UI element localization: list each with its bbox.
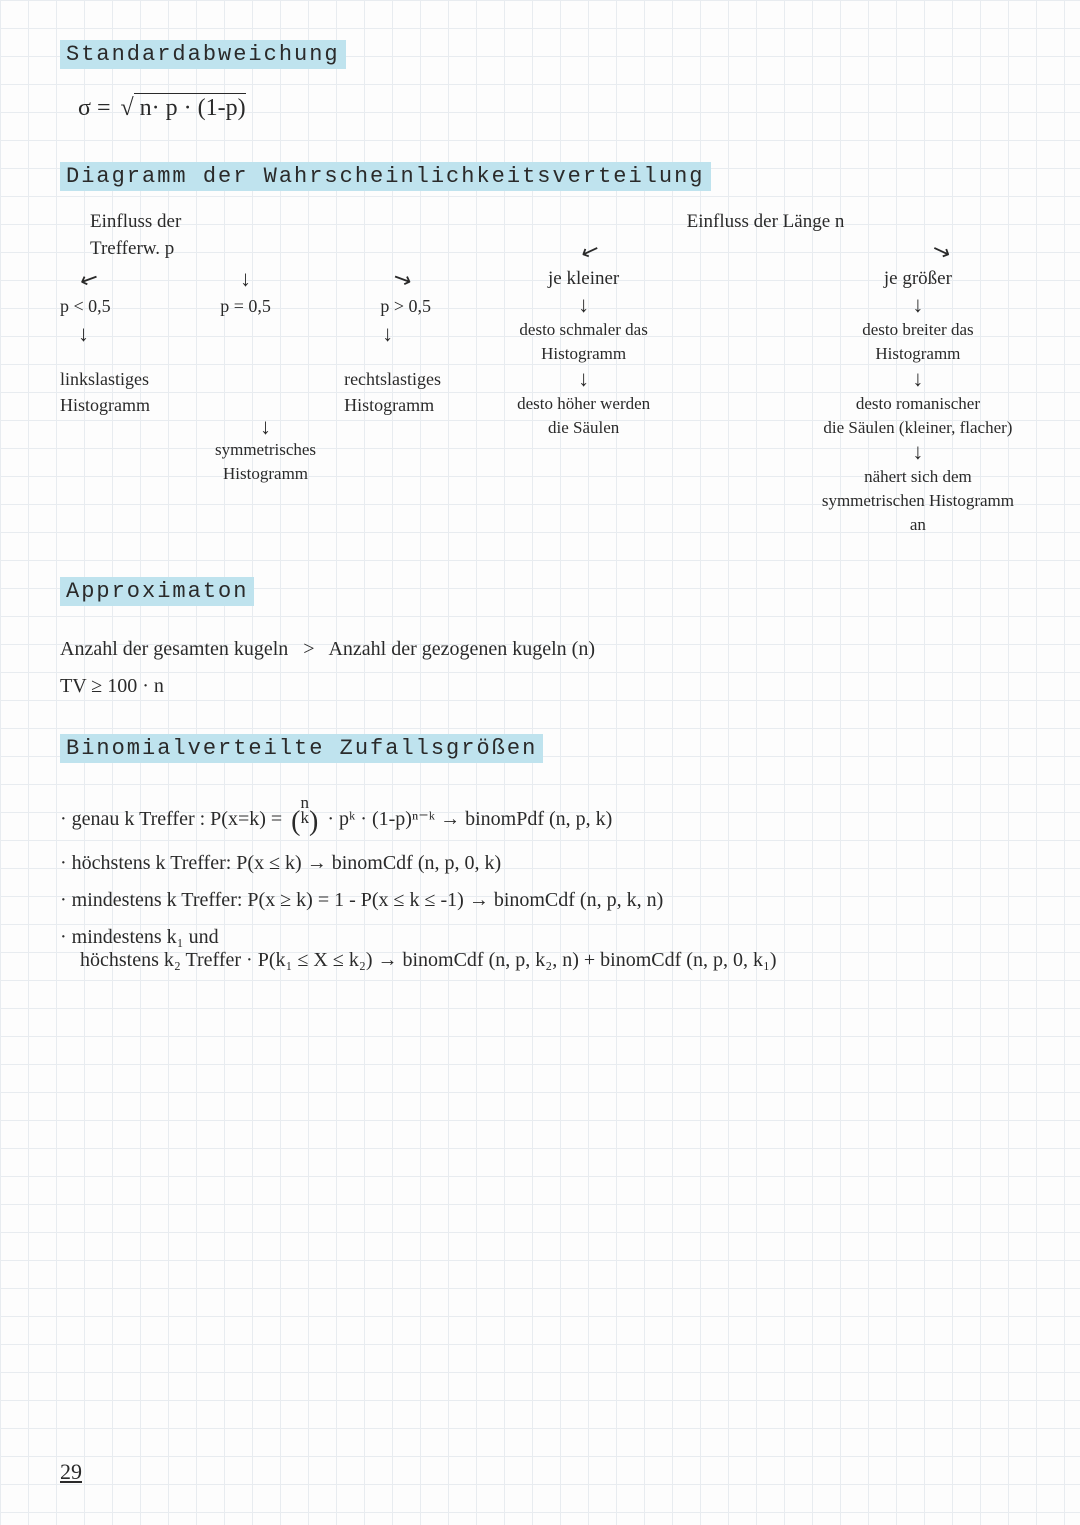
- tree-left-root: Einfluss der Trefferw. p: [90, 209, 471, 262]
- text: desto romanischer die Säulen (kleiner, f…: [822, 392, 1014, 440]
- bullet-icon: [60, 808, 72, 830]
- binom-row-4: mindestens k₁ und höchstens k₂ Treffer ·…: [60, 926, 1020, 972]
- binom-row-3: mindestens k Treffer: P(x ≥ k) = 1 - P(x…: [60, 889, 1020, 912]
- arrow-icon: ↙: [578, 237, 603, 264]
- tree-right-root: Einfluss der Länge n: [511, 209, 1020, 236]
- text: Anzahl der gezogenen kugeln (n): [328, 638, 595, 660]
- section-approximation: Approximaton Anzahl der gesamten kugeln …: [60, 577, 1020, 698]
- text: Histogramm: [541, 344, 626, 363]
- gt-symbol: >: [303, 638, 314, 660]
- text: linkslastiges: [60, 369, 149, 389]
- text: Anzahl der gesamten kugeln: [60, 638, 288, 660]
- text: genau k Treffer : P(x=k) =: [72, 808, 288, 830]
- arrow-icon: ↓: [78, 323, 89, 363]
- text: mindestens k₁ und: [72, 926, 219, 948]
- section-diagramm: Diagramm der Wahrscheinlichkeitsverteilu…: [60, 162, 1020, 541]
- branch-p-eq: p = 0,5: [220, 294, 271, 319]
- arrow-row: ↙ ↓ ↘: [60, 268, 471, 290]
- text: desto breiter das Histogramm: [822, 318, 1014, 366]
- text: nähert sich dem: [864, 467, 972, 486]
- text: desto breiter das: [862, 320, 973, 339]
- bullet-icon: [60, 926, 72, 948]
- text: je kleiner: [517, 266, 650, 293]
- branch-p-lt: p < 0,5: [60, 294, 111, 319]
- text: die Säulen (kleiner, flacher): [823, 418, 1012, 437]
- text: rechtslastiges: [344, 369, 441, 389]
- branch-row: je kleiner ↓ desto schmaler das Histogra…: [511, 266, 1020, 537]
- heading-standardabweichung: Standardabweichung: [60, 40, 346, 69]
- text: nähert sich dem symmetrischen Histogramm…: [822, 465, 1014, 536]
- chain-groesser: je größer ↓ desto breiter das Histogramm…: [822, 266, 1014, 537]
- text: mindestens k Treffer: P(x ≥ k) = 1 - P(x…: [72, 889, 664, 911]
- binom-coeff: nk: [287, 795, 322, 839]
- arrow-icon: ↓: [240, 268, 251, 290]
- text: höchstens k Treffer: P(x ≤ k) → binomCdf…: [72, 852, 501, 874]
- text: symmetrisches: [215, 440, 316, 459]
- arrow-icon: ↓: [60, 416, 471, 438]
- leaf-rechts: rechtslastiges Histogramm: [344, 367, 441, 417]
- arrow-icon: ↘: [389, 265, 415, 293]
- branch-labels: p < 0,5 p = 0,5 p > 0,5: [60, 294, 471, 319]
- text: symmetrischen Histogramm: [822, 491, 1014, 510]
- text: die Säulen: [548, 418, 619, 437]
- leaf-links: linkslastiges Histogramm: [60, 367, 150, 417]
- section-standardabweichung: Standardabweichung σ = √ n· p · (1-p): [60, 40, 1020, 122]
- arrow-row: ↓ ↓: [60, 323, 471, 363]
- arrow-icon: ↓: [822, 368, 1014, 390]
- text: je größer: [822, 266, 1014, 293]
- text: desto schmaler das: [519, 320, 647, 339]
- approx-line2: TV ≥ 100 · n: [60, 675, 1020, 698]
- text: desto romanischer: [856, 394, 980, 413]
- bullet-icon: [60, 852, 72, 874]
- text: Histogramm: [60, 395, 150, 415]
- sqrt: √ n· p · (1-p): [116, 95, 245, 122]
- text: Trefferw. p: [90, 238, 174, 259]
- text: höchstens k₂ Treffer · P(k₁ ≤ X ≤ k₂) → …: [80, 949, 777, 971]
- binom-row-2: höchstens k Treffer: P(x ≤ k) → binomCdf…: [60, 852, 1020, 875]
- arrow-icon: ↙: [76, 265, 102, 293]
- tree-right: Einfluss der Länge n ↙ ↘ je kleiner ↓ de…: [511, 209, 1020, 541]
- section-binomial: Binomialverteilte Zufallsgrößen genau k …: [60, 734, 1020, 973]
- page-number: 29: [60, 1459, 82, 1485]
- leaf-row: linkslastiges Histogramm rechtslastiges …: [60, 367, 471, 417]
- arrow-icon: ↓: [822, 294, 1014, 316]
- binom-row-1: genau k Treffer : P(x=k) = nk · pᵏ · (1-…: [60, 795, 1020, 839]
- leaf-sym: symmetrisches Histogramm: [60, 438, 471, 486]
- chain-kleiner: je kleiner ↓ desto schmaler das Histogra…: [517, 266, 650, 537]
- arrow-icon: ↘: [928, 237, 953, 264]
- text: an: [910, 515, 926, 534]
- text: · pᵏ · (1-p)ⁿ⁻ᵏ → binomPdf (n, p, k): [327, 808, 612, 830]
- bullet-icon: [60, 889, 72, 911]
- tree-left: Einfluss der Trefferw. p ↙ ↓ ↘ p < 0,5 p…: [60, 209, 471, 541]
- text: k: [301, 808, 310, 827]
- arrow-icon: ↓: [822, 441, 1014, 463]
- tree-area: Einfluss der Trefferw. p ↙ ↓ ↘ p < 0,5 p…: [60, 209, 1020, 541]
- text: desto schmaler das Histogramm: [517, 318, 650, 366]
- heading-diagramm: Diagramm der Wahrscheinlichkeitsverteilu…: [60, 162, 711, 191]
- text: Histogramm: [223, 464, 308, 483]
- formula-sigma: σ = √ n· p · (1-p): [78, 95, 1020, 122]
- text: Histogramm: [344, 395, 434, 415]
- text: Einfluss der: [90, 211, 181, 232]
- arrow-icon: ↓: [517, 294, 650, 316]
- approx-line1: Anzahl der gesamten kugeln > Anzahl der …: [60, 638, 1020, 661]
- heading-approx: Approximaton: [60, 577, 254, 606]
- branch-p-gt: p > 0,5: [380, 294, 431, 319]
- arrow-icon: ↓: [517, 368, 650, 390]
- text: Histogramm: [875, 344, 960, 363]
- text: desto höher werden die Säulen: [517, 392, 650, 440]
- arrow-icon: ↓: [382, 323, 393, 363]
- arrow-mid: ↓: [60, 416, 471, 438]
- text: desto höher werden: [517, 394, 650, 413]
- heading-binomial: Binomialverteilte Zufallsgrößen: [60, 734, 543, 763]
- arrow-row: ↙ ↘: [511, 240, 1020, 262]
